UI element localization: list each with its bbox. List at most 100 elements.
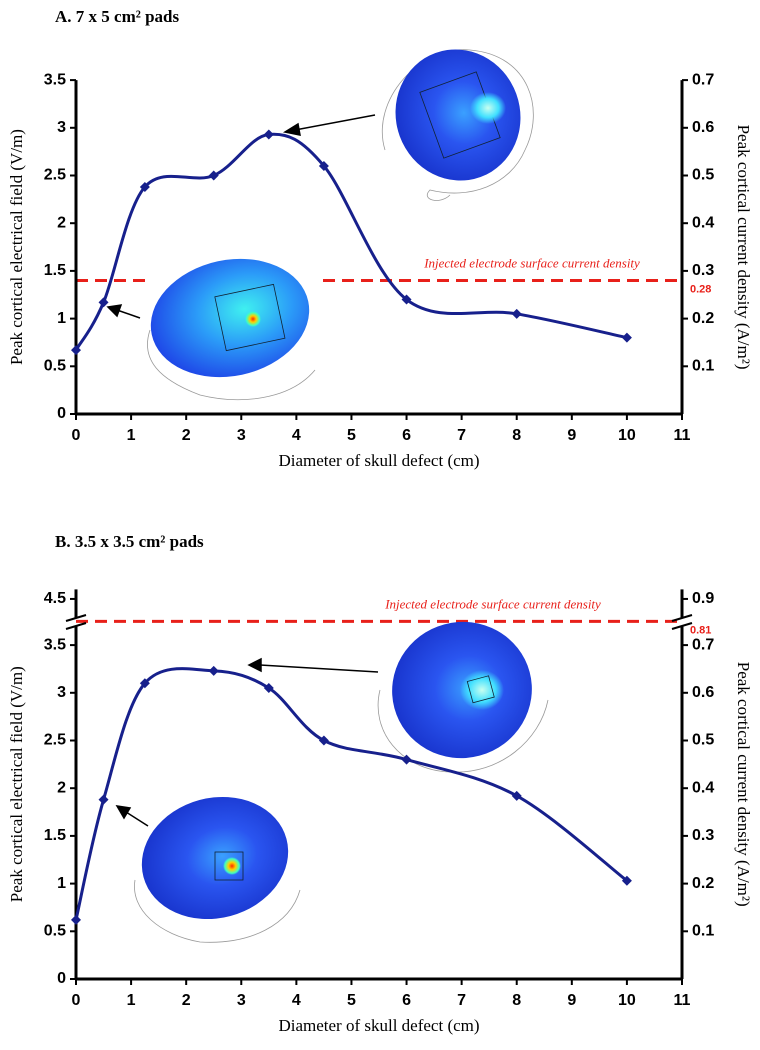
data-point: [208, 665, 219, 676]
y2-tick-label: 0.3: [692, 262, 714, 279]
y-tick-label: 0: [57, 970, 66, 987]
reference-value-label: 0.28: [690, 283, 711, 295]
x-tick-label: 2: [182, 992, 191, 1009]
chart-layer: A. 7 x 5 cm² pads Diameter of skull defec…: [7, 7, 753, 1035]
data-line: [74, 132, 628, 351]
reference-annotation: Injected electrode surface current densi…: [384, 596, 601, 611]
x-tick-label: 11: [674, 992, 691, 1009]
y2-tick-label: 0.5: [692, 167, 714, 184]
x-tick-label: 11: [674, 427, 691, 444]
x-tick-label: 0: [72, 992, 81, 1009]
data-point: [318, 735, 329, 746]
pointer-arrows: [106, 114, 379, 827]
x-tick-label: 10: [618, 992, 636, 1009]
data-point: [511, 308, 522, 319]
axis-break: [671, 622, 693, 630]
x-tick-label: 9: [567, 992, 576, 1009]
y-tick-label: 3: [57, 119, 66, 136]
data-point: [263, 683, 274, 694]
x-tick-label: 7: [457, 427, 466, 444]
data-point: [208, 170, 219, 181]
y-tick-label: 1.5: [44, 827, 66, 844]
y-tick-label: 2: [57, 214, 66, 231]
x-tick-label: 7: [457, 992, 466, 1009]
chart-title: A. 7 x 5 cm² pads: [55, 7, 179, 26]
y-tick-label: 4.5: [44, 590, 66, 607]
data-point: [401, 754, 412, 765]
data-point: [98, 794, 109, 805]
y-tick-label: 1: [57, 310, 66, 327]
brain-image: [375, 621, 555, 775]
y-tick-label: 3: [57, 684, 66, 701]
x-tick-label: 6: [402, 992, 411, 1009]
x-tick-label: 10: [618, 427, 636, 444]
brain-images: [106, 40, 555, 944]
data-point: [263, 129, 274, 140]
y-tick-label: 3.5: [44, 71, 66, 88]
y2-tick-label: 0.6: [692, 684, 714, 701]
data-point: [98, 297, 109, 308]
y-tick-label: 1: [57, 875, 66, 892]
data-point: [139, 181, 150, 192]
y2-tick-label: 0.4: [692, 214, 714, 231]
y-tick-label: 0.5: [44, 923, 66, 940]
y2-tick-label: 0.9: [692, 590, 714, 607]
x-axis-label: Diameter of skull defect (cm): [278, 451, 479, 470]
brain-image: [375, 40, 550, 201]
x-tick-label: 4: [292, 427, 301, 444]
brain-image: [128, 792, 308, 944]
data-point: [621, 875, 632, 886]
y2-axis-label: Peak cortical current density (A/m²): [734, 662, 753, 907]
axis-break: [671, 614, 693, 622]
y2-tick-label: 0.6: [692, 119, 714, 136]
axis-break: [65, 614, 87, 622]
data-point: [401, 294, 412, 305]
y-tick-label: 2: [57, 779, 66, 796]
y2-tick-label: 0.2: [692, 310, 714, 327]
y-tick-label: 3.5: [44, 636, 66, 653]
x-tick-label: 5: [347, 992, 356, 1009]
y2-tick-label: 0.7: [692, 71, 714, 88]
reference-value-label: 0.81: [690, 624, 711, 636]
y2-tick-label: 0.4: [692, 779, 714, 796]
y-tick-label: 2.5: [44, 167, 66, 184]
data-point: [318, 160, 329, 171]
brain-image: [145, 252, 320, 407]
y2-axis-label: Peak cortical current density (A/m²): [734, 125, 753, 370]
y2-tick-label: 0.3: [692, 827, 714, 844]
y-axis-label: Peak cortical electrical field (V/m): [7, 666, 26, 902]
y-tick-label: 1.5: [44, 262, 66, 279]
x-tick-label: 9: [567, 427, 576, 444]
x-tick-label: 5: [347, 427, 356, 444]
x-tick-label: 6: [402, 427, 411, 444]
x-tick-label: 3: [237, 992, 246, 1009]
x-tick-label: 8: [512, 427, 521, 444]
y2-tick-label: 0.2: [692, 875, 714, 892]
x-tick-label: 3: [237, 427, 246, 444]
data-point: [621, 332, 632, 343]
y2-tick-label: 0.1: [692, 358, 714, 375]
data-point: [139, 678, 150, 689]
y2-tick-label: 0.1: [692, 923, 714, 940]
axis-break: [65, 622, 87, 630]
data-point: [71, 345, 81, 356]
x-axis-label: Diameter of skull defect (cm): [278, 1016, 479, 1035]
chart-title: B. 3.5 x 3.5 cm² pads: [55, 532, 204, 551]
y-tick-label: 0: [57, 405, 66, 422]
x-tick-label: 1: [127, 427, 136, 444]
x-tick-label: 4: [292, 992, 301, 1009]
y-tick-label: 0.5: [44, 358, 66, 375]
y2-tick-label: 0.7: [692, 636, 714, 653]
data-point: [511, 790, 522, 801]
x-tick-label: 1: [127, 992, 136, 1009]
y-axis-label: Peak cortical electrical field (V/m): [7, 129, 26, 365]
y-tick-label: 2.5: [44, 732, 66, 749]
reference-annotation: Injected electrode surface current densi…: [423, 255, 640, 270]
x-tick-label: 2: [182, 427, 191, 444]
y2-tick-label: 0.5: [692, 732, 714, 749]
x-tick-label: 0: [72, 427, 81, 444]
x-tick-label: 8: [512, 992, 521, 1009]
data-point: [71, 914, 81, 925]
